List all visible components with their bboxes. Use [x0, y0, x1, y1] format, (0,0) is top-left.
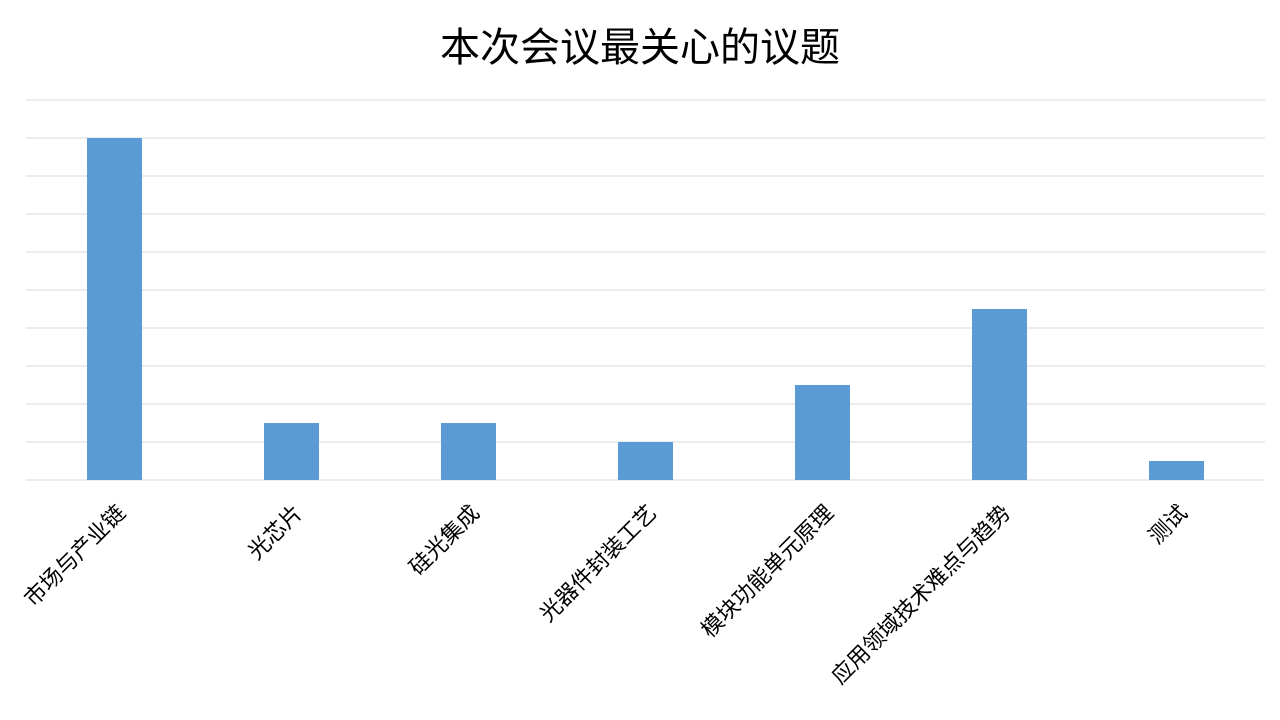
- bar: [795, 385, 850, 480]
- x-tick-label: 硅光集成: [405, 501, 485, 581]
- bar: [441, 423, 496, 480]
- bar: [87, 138, 142, 480]
- x-tick-label: 光芯片: [244, 501, 308, 565]
- x-tick-label: 模块功能单元原理: [697, 501, 839, 643]
- bar: [264, 423, 319, 480]
- bar: [972, 309, 1027, 480]
- x-tick-label: 应用领域技术难点与趋势: [827, 501, 1016, 690]
- x-tick-label: 市场与产业链: [20, 501, 131, 612]
- bar: [618, 442, 673, 480]
- x-tick-label: 光器件封装工艺: [535, 501, 662, 628]
- bar: [1149, 461, 1204, 480]
- chart-title: 本次会议最关心的议题: [440, 25, 840, 71]
- x-tick-label: 测试: [1144, 501, 1193, 550]
